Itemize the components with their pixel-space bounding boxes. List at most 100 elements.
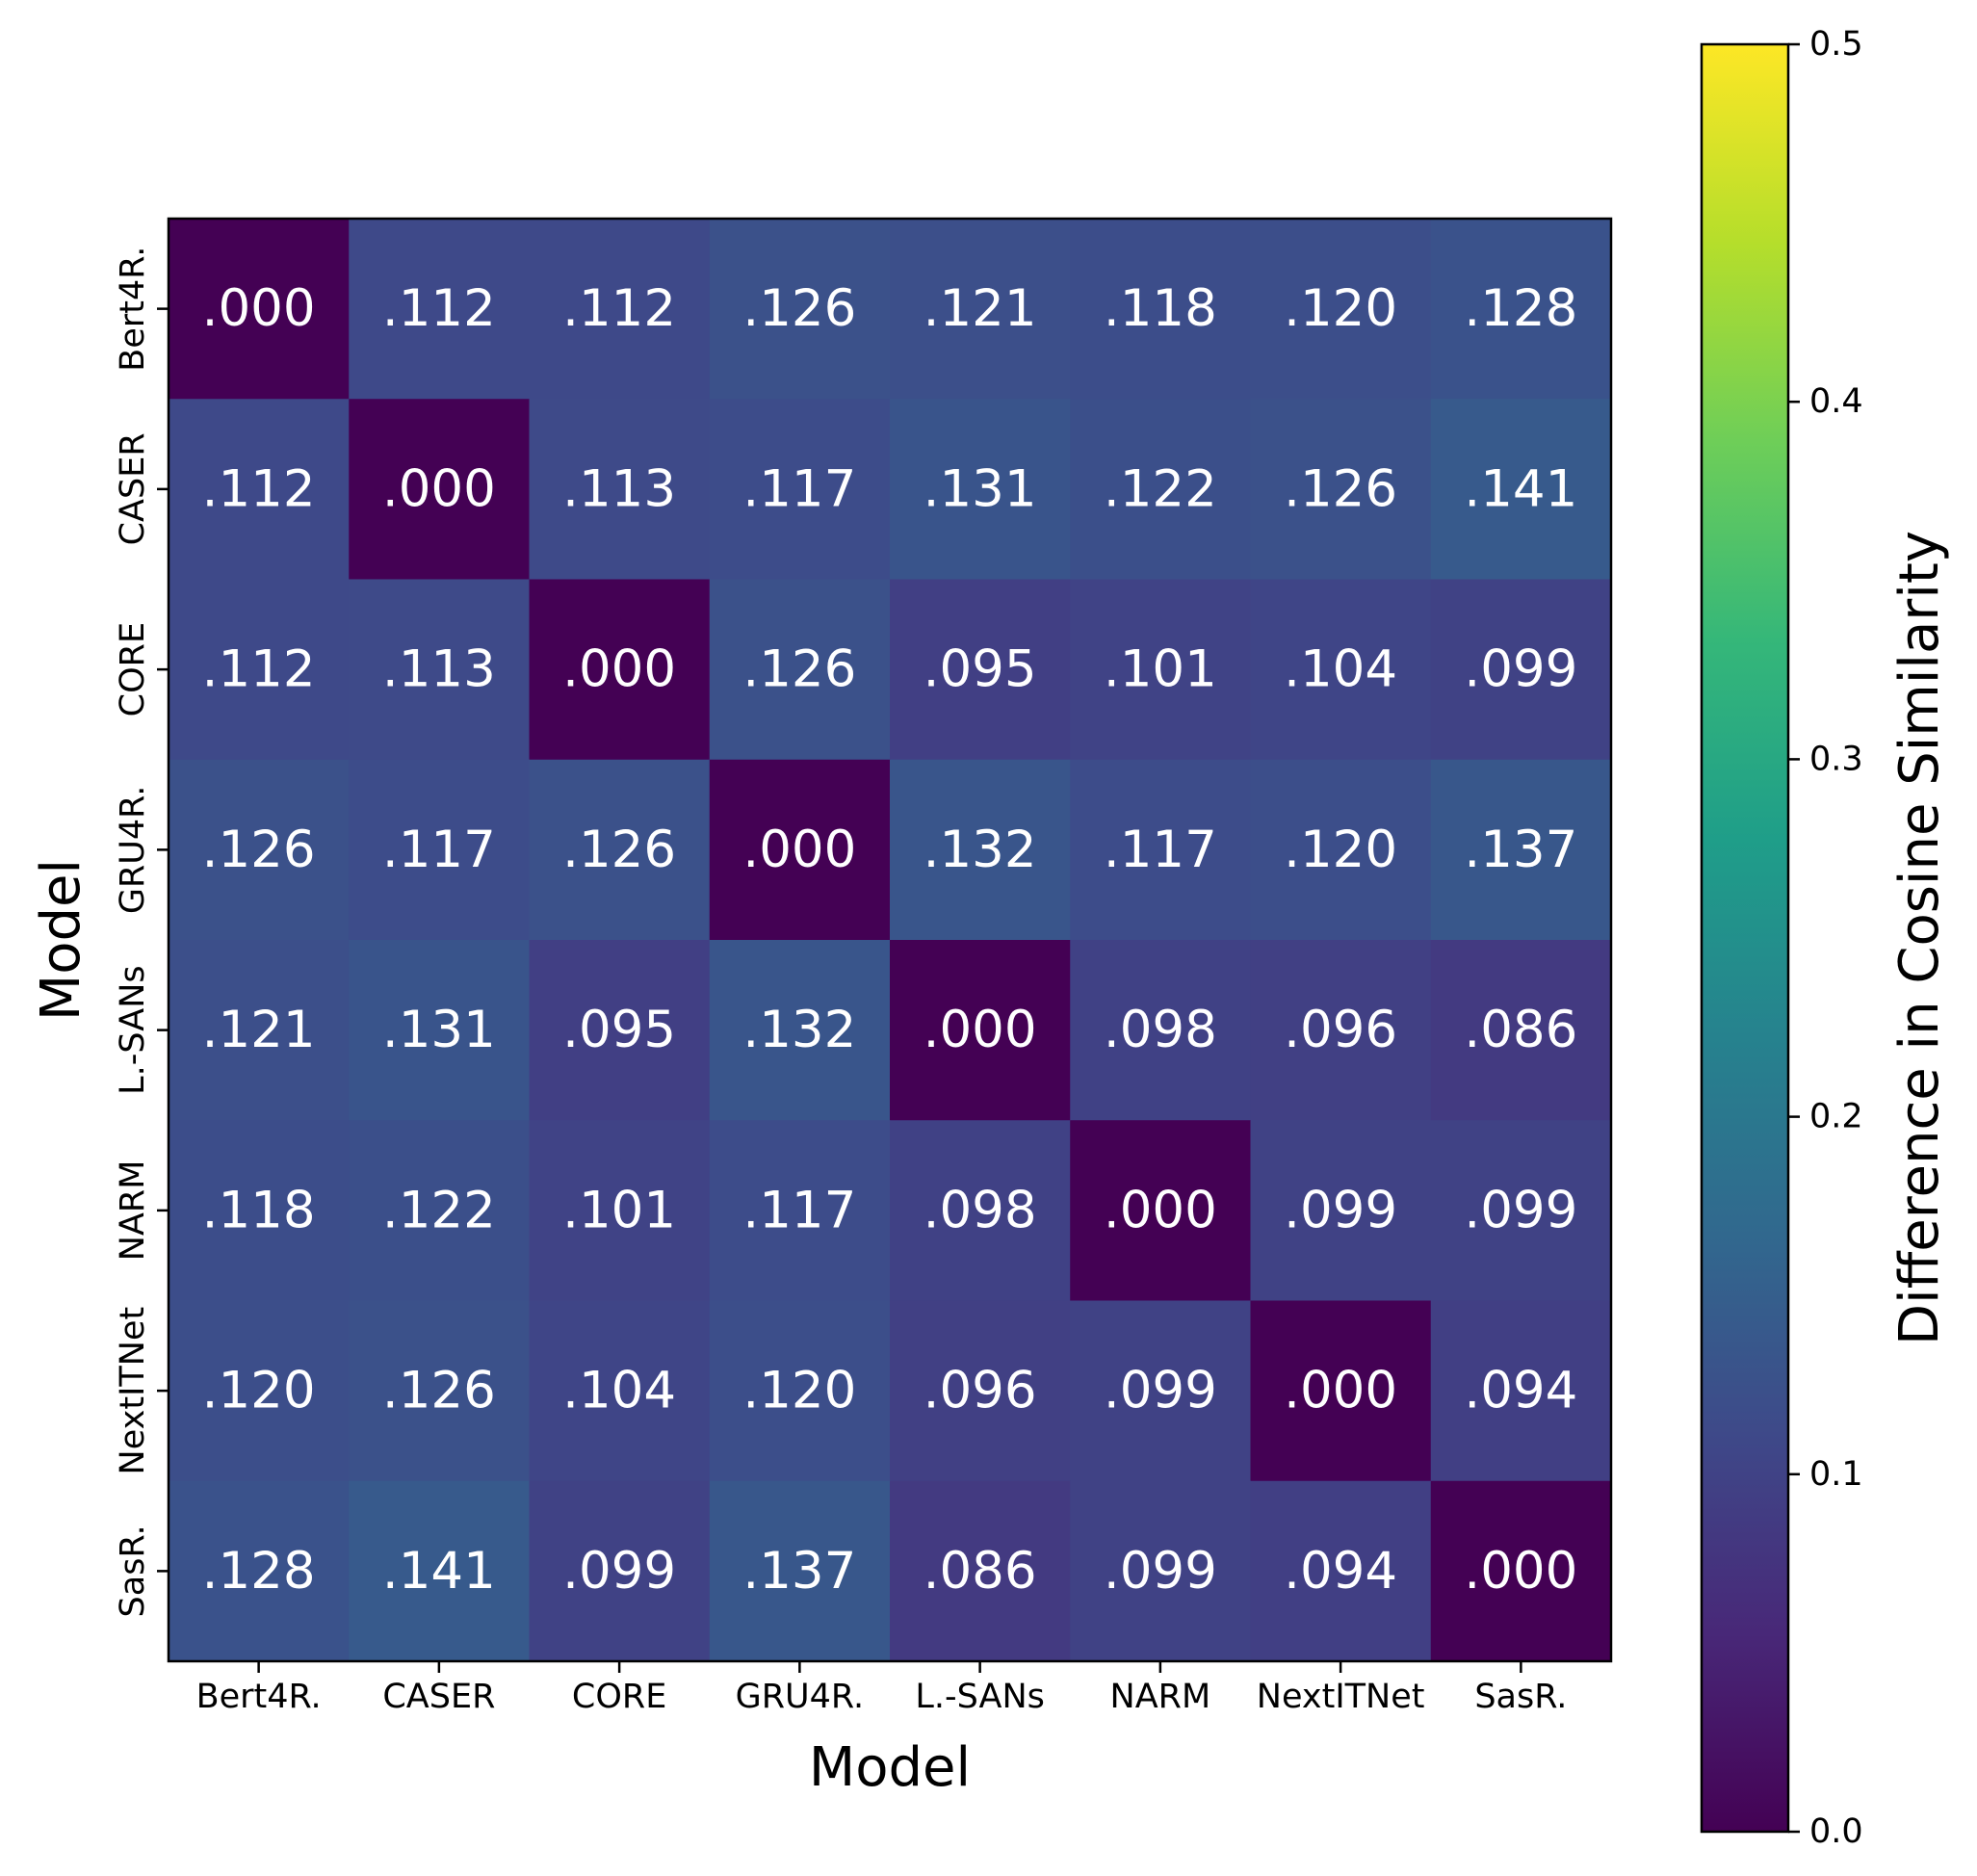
heatmap-cell-7-3 — [709, 1480, 891, 1662]
heatmap-cell-0-5 — [1070, 219, 1251, 400]
heatmap-cell-1-3 — [709, 399, 891, 580]
heatmap-cell-labels: .000 .112 .112 .126 .121 .118 .120 .128 .112 .000… — [202, 279, 1578, 1601]
heatmap-cell-6-7 — [1430, 1300, 1612, 1482]
cell-label-0-5: .118 — [1104, 279, 1217, 338]
cell-label-6-4: .096 — [923, 1362, 1037, 1420]
cell-label-1-2: .113 — [562, 459, 676, 518]
heatmap-cell-5-1 — [349, 1120, 530, 1301]
x-tick-label: L.-SANs — [915, 1678, 1044, 1716]
cell-label-5-3: .117 — [742, 1181, 856, 1239]
cell-label-2-2: .000 — [562, 640, 676, 699]
x-tick-label: SasR. — [1474, 1678, 1567, 1716]
cell-label-4-7: .086 — [1464, 1001, 1577, 1059]
cell-label-2-7: .099 — [1464, 640, 1577, 699]
heatmap-cell-6-3 — [709, 1300, 891, 1482]
cell-label-7-3: .137 — [742, 1542, 856, 1601]
heatmap-cell-0-1 — [349, 219, 530, 400]
heatmap-cell-0-0 — [169, 219, 350, 400]
heatmap-cell-7-1 — [349, 1480, 530, 1662]
heatmap-cell-2-3 — [709, 579, 891, 761]
cell-label-1-4: .131 — [923, 459, 1037, 518]
plot-frame — [167, 217, 1613, 1663]
cell-label-7-6: .094 — [1284, 1542, 1397, 1601]
cell-label-6-3: .120 — [742, 1362, 856, 1420]
heatmap-cell-1-0 — [169, 399, 350, 580]
cell-label-6-7: .094 — [1464, 1362, 1577, 1420]
cell-label-1-0: .112 — [202, 459, 316, 518]
colorbar-axis: 0.0 0.1 0.2 0.3 0.4 0.5 — [1788, 25, 1863, 1851]
cell-label-4-2: .095 — [562, 1001, 676, 1059]
cell-label-0-2: .112 — [562, 279, 676, 338]
heatmap-cell-3-7 — [1430, 759, 1612, 941]
heatmap-cell-4-4 — [890, 940, 1071, 1121]
cell-label-2-4: .095 — [923, 640, 1037, 699]
cell-label-3-3: .000 — [742, 821, 856, 879]
cell-label-2-1: .113 — [382, 640, 496, 699]
cell-label-7-1: .141 — [382, 1542, 496, 1601]
heatmap-cell-7-6 — [1250, 1480, 1432, 1662]
heatmap-cell-1-4 — [890, 399, 1071, 580]
cell-label-0-6: .120 — [1284, 279, 1397, 338]
colorbar-tick-label: 0.5 — [1809, 25, 1863, 64]
heatmap-cell-7-7 — [1430, 1480, 1612, 1662]
heatmap-cell-7-4 — [890, 1480, 1071, 1662]
heatmap-cell-0-6 — [1250, 219, 1432, 400]
cell-label-5-4: .098 — [923, 1181, 1037, 1239]
cell-label-3-1: .117 — [382, 821, 496, 879]
cell-label-4-4: .000 — [923, 1001, 1037, 1059]
x-tick-label: GRU4R. — [736, 1678, 865, 1716]
heatmap-cell-2-2 — [529, 579, 711, 761]
heatmap-cell-5-3 — [709, 1120, 891, 1301]
heatmap-cell-1-5 — [1070, 399, 1251, 580]
heatmap-cell-4-3 — [709, 940, 891, 1121]
cell-label-2-5: .101 — [1104, 640, 1217, 699]
heatmap-cell-5-5 — [1070, 1120, 1251, 1301]
cell-label-2-0: .112 — [202, 640, 316, 699]
heatmap-cell-6-6 — [1250, 1300, 1432, 1482]
heatmap-cell-0-3 — [709, 219, 891, 400]
heatmap-cell-2-4 — [890, 579, 1071, 761]
heatmap-cell-1-6 — [1250, 399, 1432, 580]
heatmap-cell-6-0 — [169, 1300, 350, 1482]
heatmap-cell-1-2 — [529, 399, 711, 580]
cell-label-0-0: .000 — [202, 279, 316, 338]
colorbar-tick-label: 0.2 — [1809, 1098, 1863, 1136]
cell-label-5-6: .099 — [1284, 1181, 1397, 1239]
heatmap-cell-4-5 — [1070, 940, 1251, 1121]
cell-label-1-7: .141 — [1464, 459, 1577, 518]
heatmap-cell-3-0 — [169, 759, 350, 941]
x-tick-label: NARM — [1110, 1678, 1211, 1716]
cell-label-5-1: .122 — [382, 1181, 496, 1239]
y-tick-label: NARM — [114, 1160, 152, 1262]
cell-label-5-7: .099 — [1464, 1181, 1577, 1239]
x-tick-label: CORE — [572, 1678, 666, 1716]
cell-label-6-6: .000 — [1284, 1362, 1397, 1420]
x-tick-label: CASER — [382, 1678, 495, 1716]
heatmap-cell-4-7 — [1430, 940, 1612, 1121]
heatmap-cell-5-2 — [529, 1120, 711, 1301]
cell-label-2-3: .126 — [742, 640, 856, 699]
heatmap-cell-0-2 — [529, 219, 711, 400]
cell-label-7-2: .099 — [562, 1542, 676, 1601]
heatmap-cell-6-2 — [529, 1300, 711, 1482]
heatmap-cell-2-6 — [1250, 579, 1432, 761]
cell-label-4-1: .131 — [382, 1001, 496, 1059]
cell-label-7-7: .000 — [1464, 1542, 1577, 1601]
heatmap-cell-5-7 — [1430, 1120, 1612, 1301]
heatmap-cell-5-4 — [890, 1120, 1071, 1301]
cell-label-0-3: .126 — [742, 279, 856, 338]
heatmap-cell-6-1 — [349, 1300, 530, 1482]
cell-label-1-5: .122 — [1104, 459, 1217, 518]
heatmap-cell-4-2 — [529, 940, 711, 1121]
heatmap-cell-5-0 — [169, 1120, 350, 1301]
heatmap-cell-3-5 — [1070, 759, 1251, 941]
cell-label-6-5: .099 — [1104, 1362, 1217, 1420]
heatmap-cell-4-1 — [349, 940, 530, 1121]
heatmap-cell-3-6 — [1250, 759, 1432, 941]
heatmap-cell-3-2 — [529, 759, 711, 941]
cell-label-7-0: .128 — [202, 1542, 316, 1601]
y-tick-label: CASER — [114, 432, 152, 545]
cell-label-1-1: .000 — [382, 459, 496, 518]
colorbar — [1700, 42, 1790, 1834]
